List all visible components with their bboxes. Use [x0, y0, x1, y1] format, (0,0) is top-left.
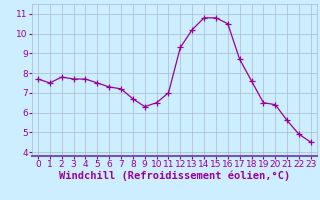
- X-axis label: Windchill (Refroidissement éolien,°C): Windchill (Refroidissement éolien,°C): [59, 171, 290, 181]
